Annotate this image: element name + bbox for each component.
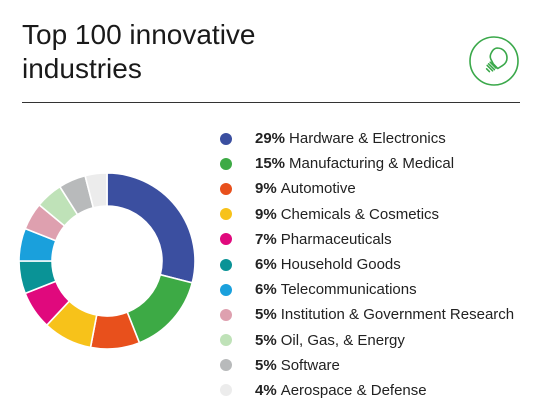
legend-label: Manufacturing & Medical (289, 155, 455, 173)
legend-percent: 29% (255, 130, 286, 148)
legend-item: 4% Aerospace & Defense (220, 378, 514, 403)
legend-percent: 5% (255, 306, 277, 324)
legend-label: Institution & Government Research (280, 306, 515, 324)
legend-swatch (220, 334, 232, 347)
legend-label: Pharmaceuticals (280, 230, 392, 248)
legend-percent: 9% (255, 180, 277, 198)
legend-percent: 7% (255, 230, 277, 248)
donut-slice (84, 172, 108, 209)
legend-percent: 4% (255, 381, 277, 399)
chart-legend: 29% Hardware & Electronics 15% Manufacturin… (220, 126, 514, 403)
legend-item: 9% Automotive (220, 176, 514, 201)
legend-percent: 9% (255, 205, 277, 223)
legend-item: 5% Oil, Gas, & Energy (220, 328, 514, 353)
legend-percent: 5% (255, 331, 277, 349)
lightbulb-icon (469, 36, 519, 86)
legend-label: Household Goods (280, 256, 401, 274)
legend-swatch (220, 157, 232, 170)
legend-label: Telecommunications (280, 281, 417, 299)
legend-percent: 5% (255, 356, 277, 374)
legend-swatch (220, 132, 232, 145)
donut-slice (106, 172, 196, 284)
page-title: Top 100 innovative industries (22, 19, 256, 84)
title-divider (22, 102, 520, 103)
legend-item: 6% Telecommunications (220, 277, 514, 302)
legend-label: Chemicals & Cosmetics (280, 205, 440, 223)
legend-swatch (220, 258, 232, 271)
legend-percent: 6% (255, 256, 277, 274)
donut-slice (126, 273, 194, 344)
legend-item: 7% Pharmaceuticals (220, 227, 514, 252)
legend-swatch (220, 208, 232, 221)
legend-swatch (220, 182, 232, 195)
legend-swatch (220, 308, 232, 321)
legend-percent: 6% (255, 281, 277, 299)
legend-label: Automotive (280, 180, 356, 198)
legend-item: 9% Chemicals & Cosmetics (220, 202, 514, 227)
legend-item: 6% Household Goods (220, 252, 514, 277)
legend-swatch (220, 283, 232, 296)
legend-label: Software (280, 356, 340, 374)
legend-item: 29% Hardware & Electronics (220, 126, 514, 151)
legend-item: 5% Software (220, 353, 514, 378)
legend-label: Oil, Gas, & Energy (280, 331, 405, 349)
legend-item: 5% Institution & Government Research (220, 302, 514, 327)
donut-chart (18, 172, 196, 350)
legend-label: Hardware & Electronics (289, 130, 446, 148)
legend-swatch (220, 233, 232, 246)
legend-percent: 15% (255, 155, 286, 173)
legend-swatch (220, 384, 232, 397)
legend-item: 15% Manufacturing & Medical (220, 151, 514, 176)
legend-swatch (220, 359, 232, 372)
legend-label: Aerospace & Defense (280, 381, 427, 399)
